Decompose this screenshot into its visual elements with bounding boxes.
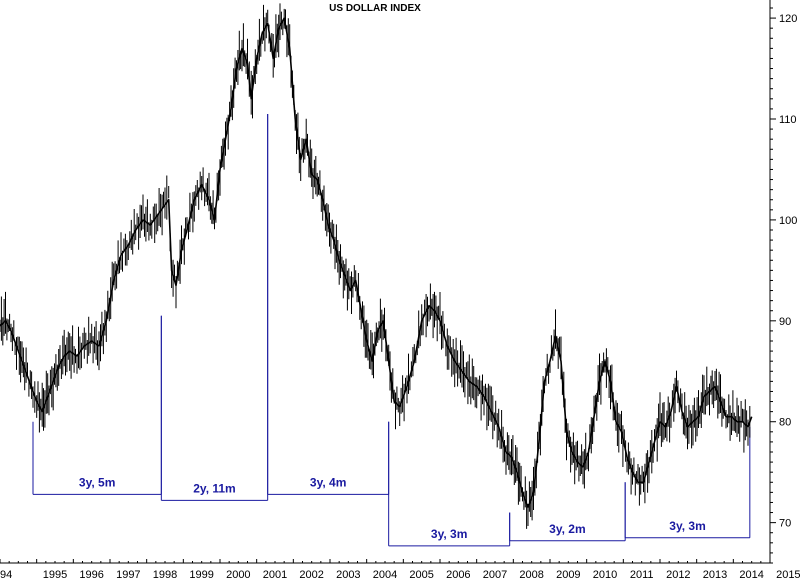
cycle-annotation: 3y, 4m bbox=[267, 113, 390, 495]
x-tick-label: 2010 bbox=[593, 569, 617, 580]
x-tick-label: 2004 bbox=[373, 569, 397, 580]
x-tick-label: 2014 bbox=[739, 569, 763, 580]
x-tick-label: 2000 bbox=[226, 569, 250, 580]
price-bars bbox=[0, 3, 751, 529]
cycle-label: 2y, 11m bbox=[193, 481, 235, 495]
cycle-annotation: 3y, 3m bbox=[388, 421, 511, 547]
cycle-annotation: 3y, 3m bbox=[624, 426, 751, 539]
x-tick-label: 2003 bbox=[336, 569, 360, 580]
x-tick-label: 2011 bbox=[630, 569, 654, 580]
cycle-label: 3y, 3m bbox=[669, 519, 705, 533]
cycle-label: 3y, 4m bbox=[310, 475, 346, 489]
x-tick-label: 94 bbox=[0, 569, 12, 580]
cycle-annotation: 2y, 11m bbox=[160, 113, 269, 501]
x-tick-label: 2009 bbox=[556, 569, 580, 580]
x-tick-label: 1998 bbox=[153, 569, 177, 580]
price-series bbox=[0, 3, 753, 529]
chart-title: US DOLLAR INDEX bbox=[329, 3, 421, 14]
x-tick-label: 2012 bbox=[666, 569, 690, 580]
price-line bbox=[0, 17, 753, 509]
x-tick-label: 1995 bbox=[43, 569, 67, 580]
x-tick-label: 2001 bbox=[263, 569, 287, 580]
cycle-label: 3y, 3m bbox=[431, 527, 467, 541]
x-tick-label: 2006 bbox=[446, 569, 470, 580]
cycle-label: 3y, 5m bbox=[79, 475, 115, 489]
y-tick-label: 110 bbox=[779, 114, 797, 126]
y-tick-label: 70 bbox=[779, 518, 791, 530]
cycle-label: 3y, 2m bbox=[549, 522, 585, 536]
x-tick-label: 2015 bbox=[776, 569, 800, 580]
x-tick-label: 1996 bbox=[79, 569, 103, 580]
x-tick-label: 1997 bbox=[116, 569, 140, 580]
cycle-annotations: 3y, 5m 2y, 11m 3y, 4m 3y, 3m 3y, 2m 3y, 3m bbox=[32, 113, 751, 547]
title-group: US DOLLAR INDEX bbox=[329, 3, 421, 14]
x-tick-label: 2008 bbox=[519, 569, 543, 580]
x-tick-label: 2013 bbox=[703, 569, 727, 580]
y-tick-label: 80 bbox=[779, 417, 791, 429]
y-tick-label: 90 bbox=[779, 316, 791, 328]
y-tick-label: 100 bbox=[779, 215, 797, 227]
x-tick-label: 1999 bbox=[189, 569, 213, 580]
x-tick-label: 2007 bbox=[483, 569, 507, 580]
y-tick-label: 120 bbox=[779, 13, 797, 25]
x-tick-label: 2005 bbox=[409, 569, 433, 580]
x-tick-label: 2002 bbox=[299, 569, 323, 580]
